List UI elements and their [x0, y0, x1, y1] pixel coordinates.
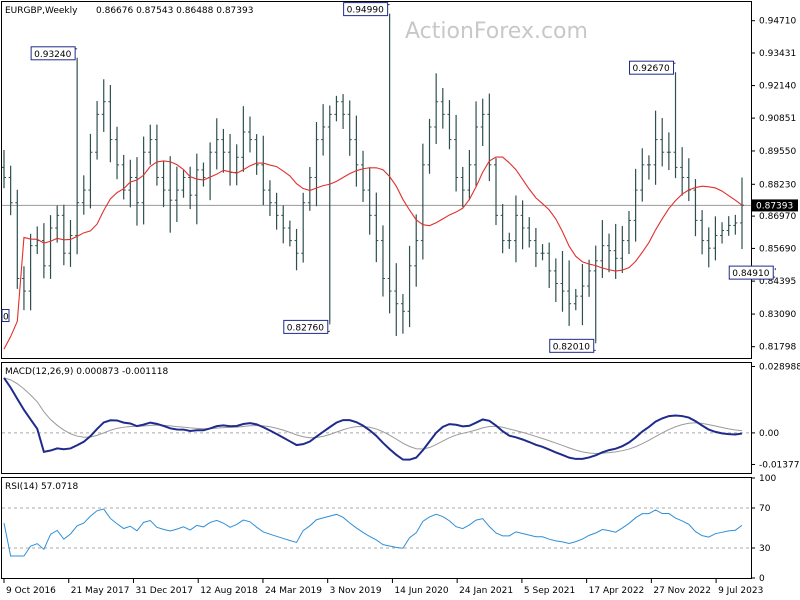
price-axis-label: 0.94710: [759, 17, 796, 27]
x-axis-label: 17 Apr 2022: [589, 586, 645, 596]
x-axis-label: 27 Nov 2022: [653, 586, 711, 596]
annotation-box: [283, 319, 329, 334]
price-ohlc-header: 0.86676 0.87543 0.86488 0.87393: [96, 6, 253, 16]
macd-panel-frame: [1, 362, 752, 474]
x-axis-label: 3 Nov 2019: [330, 586, 382, 596]
x-axis-label: 24 Mar 2019: [265, 586, 322, 596]
price-axis-label: 0.85690: [759, 244, 796, 254]
price-axis-label: 0.88230: [759, 180, 796, 190]
macd-signal-line: [3, 377, 743, 454]
x-axis-label: 14 Jun 2020: [394, 586, 448, 596]
price-axis-label: 0.84395: [759, 277, 796, 287]
edge-annotation-box: [1, 309, 10, 323]
edge-annotation-label: 0: [3, 313, 9, 323]
rsi-axis-label: 100: [759, 474, 776, 484]
annotation-label: 0.82010: [553, 342, 590, 352]
price-axis-label: 0.81798: [759, 343, 796, 353]
rsi-axis-label: 30: [759, 544, 771, 554]
annotation-label: 0.84910: [732, 269, 769, 279]
price-panel-frame: [1, 1, 752, 359]
rsi-axis-label: 70: [759, 504, 771, 514]
price-axis-label: 0.89550: [759, 147, 796, 157]
price-axis-label: 0.83090: [759, 310, 796, 320]
annotation-box: [629, 60, 675, 75]
x-axis-label: 9 Jul 2023: [718, 586, 763, 596]
price-axis-label: 0.86970: [759, 212, 796, 222]
price-axis-label: 0.90851: [759, 114, 796, 124]
current-price-tag: [752, 199, 798, 212]
rsi-axis-label: 0: [759, 574, 765, 584]
annotation-box: [728, 265, 774, 280]
macd-axis-label: -0.013779: [759, 460, 800, 470]
rsi-panel-frame: [1, 477, 752, 579]
x-axis-label: 5 Sep 2021: [524, 586, 575, 596]
annotation-box: [343, 2, 389, 17]
x-axis-label: 12 Aug 2018: [200, 586, 258, 596]
rsi-panel-title: RSI(14) 57.0718: [5, 482, 78, 492]
annotation-box: [30, 46, 76, 61]
annotation-label: 0.94990: [347, 6, 384, 16]
annotation-label: 0.93240: [34, 50, 71, 60]
annotation-label: 0.92670: [633, 64, 670, 74]
watermark: ActionForex.com: [405, 19, 588, 44]
macd-axis-label: 0.028988: [759, 362, 800, 372]
annotation-box: [549, 338, 595, 353]
x-axis-label: 9 Oct 2016: [6, 586, 56, 596]
price-panel-title: EURGBP,Weekly: [5, 6, 78, 16]
macd-axis-label: 0.00: [759, 429, 779, 439]
macd-panel-title: MACD(12,26,9) 0.000873 -0.001118: [5, 367, 168, 377]
x-axis-label: 24 Jan 2021: [459, 586, 513, 596]
price-axis-label: 0.92140: [759, 82, 796, 92]
price-axis-label: 0.93431: [759, 49, 796, 59]
macd-line: [3, 377, 743, 461]
x-axis-label: 31 Dec 2017: [135, 586, 193, 596]
moving-average-line: [3, 156, 743, 350]
current-price-label: 0.87393: [756, 201, 793, 211]
x-axis-label: 21 May 2017: [71, 586, 130, 596]
annotation-label: 0.82760: [287, 323, 324, 333]
rsi-line: [3, 508, 743, 557]
